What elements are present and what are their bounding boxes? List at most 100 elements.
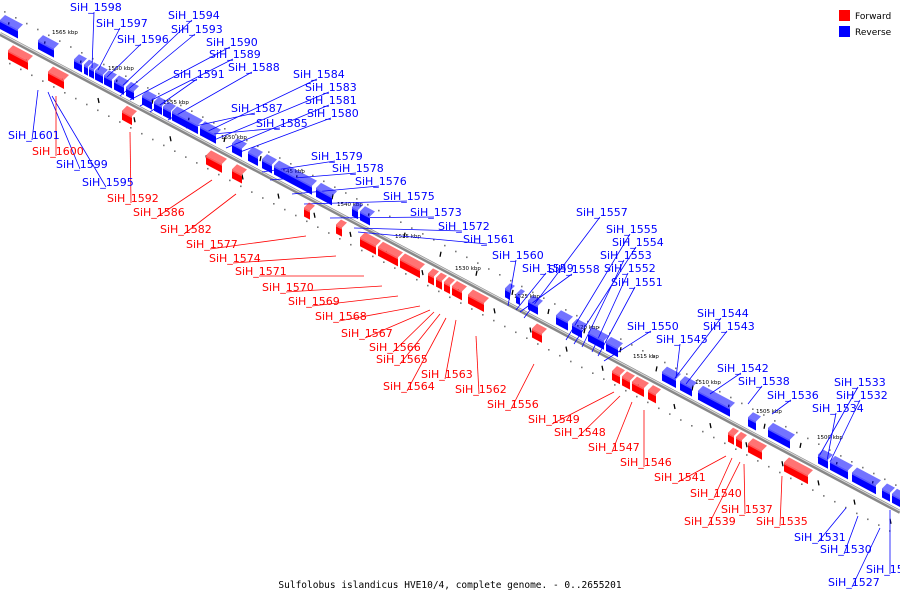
leader-line bbox=[573, 246, 637, 345]
strand-dot bbox=[658, 407, 660, 410]
leader-line bbox=[129, 131, 132, 204]
tick-mark bbox=[313, 212, 316, 218]
strand-dot bbox=[702, 430, 704, 433]
strand-dot bbox=[521, 285, 523, 288]
strand-dot bbox=[224, 128, 226, 130]
leader-line bbox=[91, 11, 95, 69]
gene-face bbox=[818, 454, 828, 469]
leader-line bbox=[771, 399, 792, 415]
strand-dot bbox=[235, 133, 237, 136]
strand-dot bbox=[570, 360, 572, 363]
reverse-gene-label: SiH_1583 bbox=[305, 81, 357, 94]
gene-face bbox=[444, 281, 450, 294]
reverse-gene-label: SiH_1596 bbox=[117, 33, 169, 46]
strand-dot bbox=[75, 97, 77, 100]
leader-line bbox=[671, 317, 722, 383]
strand-dot bbox=[757, 460, 759, 462]
strand-dot bbox=[823, 495, 825, 497]
tick-mark bbox=[745, 442, 748, 448]
strand-dot bbox=[510, 279, 512, 282]
strand-dot bbox=[262, 197, 264, 199]
gene-top bbox=[48, 66, 69, 80]
reverse-gene-label: SiH_1555 bbox=[606, 223, 658, 236]
strand-dot bbox=[290, 163, 292, 165]
gene-top bbox=[360, 232, 381, 246]
gene-shine bbox=[316, 187, 332, 199]
forward-gene-label: SiH_1570 bbox=[262, 281, 314, 294]
forward-gene-label: SiH_1566 bbox=[369, 341, 421, 354]
strand-dot bbox=[741, 402, 743, 405]
gene-shine bbox=[142, 95, 152, 103]
gene-top bbox=[316, 182, 337, 197]
strand-dot bbox=[306, 220, 308, 223]
tick-mark bbox=[781, 461, 784, 467]
tick-mark bbox=[853, 499, 856, 505]
forward-gene-arrow bbox=[612, 366, 625, 385]
reverse-gene-label: SiH_1534 bbox=[812, 402, 864, 415]
gene-face bbox=[680, 381, 692, 397]
reverse-gene-label: SiH_1536 bbox=[767, 389, 819, 402]
strand-dot bbox=[345, 192, 347, 194]
forward-gene-label: SiH_1537 bbox=[721, 503, 773, 516]
strand-dot bbox=[554, 303, 556, 305]
strand-dot bbox=[26, 22, 28, 25]
strand-dot bbox=[471, 308, 473, 310]
leader-line bbox=[239, 117, 332, 153]
gene-face bbox=[352, 206, 358, 220]
gene-face bbox=[632, 381, 644, 398]
strand-dot bbox=[108, 115, 110, 117]
gene-shine bbox=[400, 258, 420, 272]
leader-line bbox=[156, 179, 213, 218]
forward-gene-label: SiH_1569 bbox=[288, 295, 340, 308]
gene-top bbox=[662, 366, 681, 380]
tick-mark bbox=[601, 365, 604, 371]
forward-gene-label: SiH_1562 bbox=[455, 383, 507, 396]
forward-gene-label: SiH_1540 bbox=[690, 487, 742, 500]
gene-face bbox=[200, 126, 216, 144]
gene-face bbox=[748, 443, 762, 460]
reverse-gene-arrow bbox=[0, 15, 23, 39]
reverse-gene-label: SiH_1545 bbox=[656, 333, 708, 346]
gene-face bbox=[38, 40, 54, 58]
strand-dot bbox=[86, 103, 88, 106]
strand-dot bbox=[543, 297, 545, 299]
gene-face bbox=[232, 143, 242, 158]
forward-gene-label: SiH_1548 bbox=[554, 426, 606, 439]
gene-top bbox=[336, 219, 347, 228]
tick-label: 1540 kbp bbox=[337, 202, 363, 208]
gene-face bbox=[74, 59, 82, 73]
gene-shine bbox=[360, 211, 370, 219]
reverse-gene-arrow bbox=[662, 366, 681, 389]
reverse-gene-label: SiH_1598 bbox=[70, 1, 122, 14]
gene-shine bbox=[532, 328, 542, 336]
strand-dot bbox=[482, 314, 484, 316]
strand-dot bbox=[9, 62, 11, 65]
gene-face bbox=[114, 80, 124, 95]
forward-gene-arrow bbox=[468, 289, 489, 313]
gene-face bbox=[436, 277, 442, 290]
gene-top bbox=[84, 59, 93, 67]
reverse-gene-arrow bbox=[360, 206, 375, 226]
tick-label: 1525 kbp bbox=[514, 294, 540, 300]
strand-dot bbox=[829, 449, 831, 451]
forward-gene-label: SiH_1567 bbox=[341, 327, 393, 340]
gene-shine bbox=[768, 427, 790, 442]
gene-top bbox=[352, 201, 363, 211]
legend-reverse-swatch bbox=[839, 26, 850, 37]
leader-line bbox=[291, 185, 380, 195]
strand-dot bbox=[449, 296, 451, 299]
legend-reverse-label: Reverse bbox=[855, 28, 892, 38]
strand-dot bbox=[680, 419, 682, 421]
leader-line bbox=[199, 78, 318, 136]
tick-mark bbox=[763, 423, 766, 429]
strand-dot bbox=[642, 350, 644, 352]
reverse-gene-arrow bbox=[38, 35, 59, 58]
strand-dot bbox=[768, 465, 770, 468]
gene-face bbox=[784, 462, 808, 485]
leader-line bbox=[139, 58, 234, 107]
gene-top bbox=[172, 106, 203, 126]
tick-mark bbox=[97, 97, 100, 104]
leader-line bbox=[209, 235, 307, 250]
strand-dot bbox=[185, 156, 187, 158]
gene-face bbox=[400, 258, 420, 279]
